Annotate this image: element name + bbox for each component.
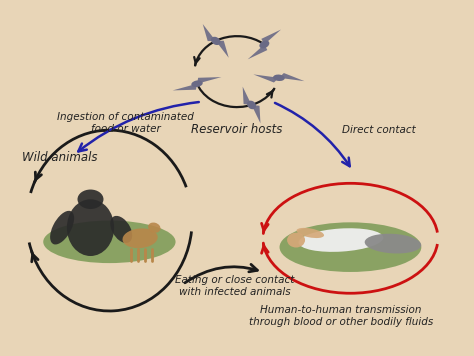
Ellipse shape	[110, 216, 132, 243]
Polygon shape	[216, 41, 229, 58]
Polygon shape	[252, 105, 260, 123]
Text: Direct contact: Direct contact	[342, 125, 416, 135]
Ellipse shape	[67, 199, 114, 256]
Ellipse shape	[191, 80, 203, 87]
Point	[135, 247, 141, 251]
Polygon shape	[279, 73, 304, 81]
Ellipse shape	[259, 41, 269, 48]
Polygon shape	[261, 30, 281, 44]
Polygon shape	[197, 77, 221, 84]
Ellipse shape	[77, 189, 103, 209]
Ellipse shape	[280, 222, 421, 272]
Text: Ingestion of contaminated
food or water: Ingestion of contaminated food or water	[57, 112, 194, 134]
Ellipse shape	[273, 74, 285, 81]
Polygon shape	[203, 24, 216, 41]
Ellipse shape	[211, 37, 220, 45]
Ellipse shape	[365, 234, 421, 253]
Ellipse shape	[122, 229, 158, 248]
Ellipse shape	[148, 222, 161, 233]
Polygon shape	[253, 74, 279, 83]
Text: Reservoir hosts: Reservoir hosts	[191, 123, 283, 136]
Polygon shape	[243, 87, 252, 105]
Ellipse shape	[287, 232, 305, 247]
Point	[128, 247, 134, 251]
Text: Wild animals: Wild animals	[22, 151, 98, 164]
Ellipse shape	[296, 228, 324, 238]
Text: Eating or close contact
with infected animals: Eating or close contact with infected an…	[175, 275, 294, 297]
Point	[142, 259, 148, 263]
Text: Human-to-human transmission
through blood or other bodily fluids: Human-to-human transmission through bloo…	[249, 305, 433, 327]
Ellipse shape	[299, 228, 383, 252]
Polygon shape	[173, 84, 197, 90]
Ellipse shape	[43, 221, 175, 263]
Point	[149, 259, 155, 263]
Polygon shape	[247, 44, 267, 59]
Point	[142, 247, 148, 251]
Ellipse shape	[247, 101, 256, 109]
Ellipse shape	[50, 211, 74, 245]
Point	[149, 247, 155, 251]
Point	[128, 259, 134, 263]
Point	[135, 259, 141, 263]
